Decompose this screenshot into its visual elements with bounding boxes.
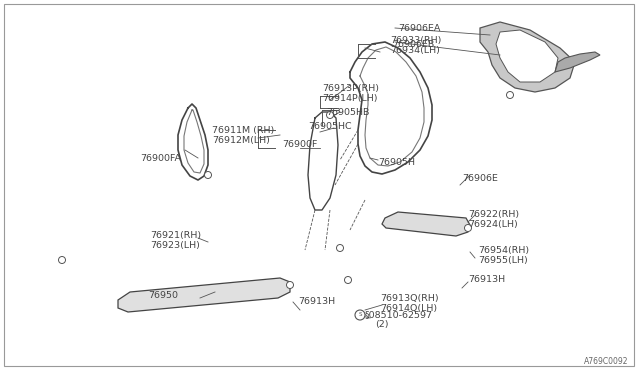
Text: 76922(RH): 76922(RH) xyxy=(468,209,519,218)
Circle shape xyxy=(205,171,211,179)
Text: S: S xyxy=(358,312,362,317)
Text: 76911M (RH): 76911M (RH) xyxy=(212,125,275,135)
Text: 76906E: 76906E xyxy=(462,173,498,183)
Text: A769C0092: A769C0092 xyxy=(584,357,628,366)
Polygon shape xyxy=(118,278,290,312)
Text: 76933(RH): 76933(RH) xyxy=(390,35,442,45)
Text: 76914Q(LH): 76914Q(LH) xyxy=(380,304,437,312)
Text: 76913P(RH): 76913P(RH) xyxy=(322,83,379,93)
Circle shape xyxy=(326,112,333,119)
Circle shape xyxy=(344,276,351,283)
Text: 76900FA: 76900FA xyxy=(140,154,181,163)
Polygon shape xyxy=(480,22,575,92)
Text: 76905HB: 76905HB xyxy=(326,108,369,116)
Polygon shape xyxy=(382,212,470,236)
Text: 76906EB: 76906EB xyxy=(392,39,435,48)
Text: 76913Q(RH): 76913Q(RH) xyxy=(380,294,438,302)
Circle shape xyxy=(355,310,365,320)
Text: 76934(LH): 76934(LH) xyxy=(390,45,440,55)
Text: 76924(LH): 76924(LH) xyxy=(468,219,518,228)
Circle shape xyxy=(287,282,294,289)
Text: (2): (2) xyxy=(375,321,388,330)
Text: 76912M(LH): 76912M(LH) xyxy=(212,135,270,144)
Text: 76914P(LH): 76914P(LH) xyxy=(322,93,378,103)
Text: 76955(LH): 76955(LH) xyxy=(478,256,528,264)
Text: 76905H: 76905H xyxy=(378,157,415,167)
Text: 76913H: 76913H xyxy=(298,298,335,307)
Text: 76905HC: 76905HC xyxy=(308,122,351,131)
Text: 76950: 76950 xyxy=(148,292,178,301)
Text: §08510-62597: §08510-62597 xyxy=(365,311,433,320)
Text: 76923(LH): 76923(LH) xyxy=(150,241,200,250)
Text: 76921(RH): 76921(RH) xyxy=(150,231,201,240)
Text: 76913H: 76913H xyxy=(468,276,505,285)
Polygon shape xyxy=(555,52,600,72)
Circle shape xyxy=(506,92,513,99)
Text: 76900F: 76900F xyxy=(282,140,317,148)
Polygon shape xyxy=(496,30,558,82)
Circle shape xyxy=(337,244,344,251)
Circle shape xyxy=(58,257,65,263)
Circle shape xyxy=(465,224,472,231)
Text: 76906EA: 76906EA xyxy=(398,23,440,32)
Text: 76954(RH): 76954(RH) xyxy=(478,246,529,254)
